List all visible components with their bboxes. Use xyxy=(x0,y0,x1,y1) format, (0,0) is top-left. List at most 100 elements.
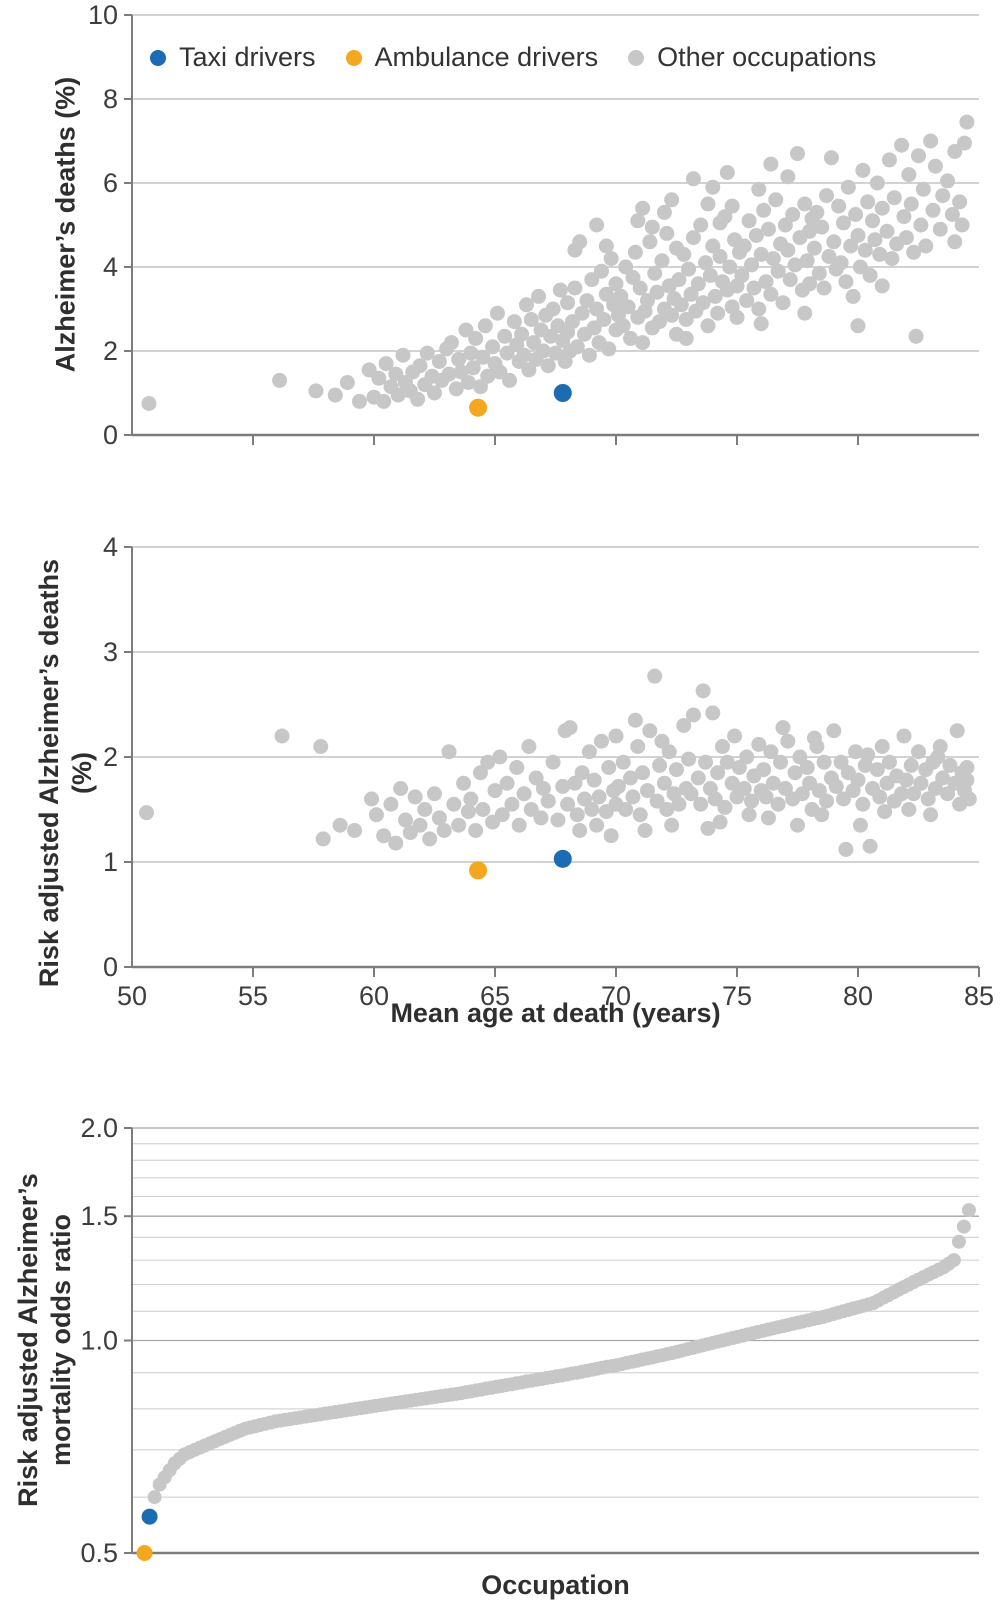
data-point xyxy=(869,175,885,191)
data-point xyxy=(460,804,476,820)
data-point xyxy=(758,789,774,805)
data-point xyxy=(601,760,617,775)
y-tick-label: 0 xyxy=(103,420,118,450)
data-point xyxy=(458,322,474,338)
data-point xyxy=(894,137,910,153)
y-tick-label: 6 xyxy=(103,168,118,198)
data-point xyxy=(523,312,539,327)
data-point xyxy=(758,274,774,290)
y-tick-label: 1.0 xyxy=(80,1326,118,1356)
data-point xyxy=(332,817,348,833)
data-point xyxy=(577,791,593,807)
data-point xyxy=(763,744,779,760)
data-point xyxy=(911,744,926,760)
data-point xyxy=(659,225,675,241)
data-point xyxy=(780,733,796,749)
data-point xyxy=(862,267,878,283)
series-other-occupations xyxy=(141,114,975,411)
data-point xyxy=(487,783,503,799)
data-point xyxy=(647,668,663,684)
data-point xyxy=(797,196,813,212)
data-point xyxy=(940,173,956,189)
data-point xyxy=(746,280,762,296)
data-point xyxy=(848,744,864,760)
data-point xyxy=(884,251,900,267)
y-axis-label-bottom-chart: Risk adjusted Alzheimer’s mortality odds… xyxy=(12,1115,78,1565)
data-point xyxy=(751,736,767,752)
data-point xyxy=(664,817,680,833)
data-point xyxy=(581,347,597,363)
series-taxi-drivers xyxy=(553,384,572,402)
data-point xyxy=(637,823,653,838)
data-point xyxy=(625,270,641,285)
data-point xyxy=(809,204,825,220)
data-point xyxy=(702,267,718,283)
legend-item: Taxi drivers xyxy=(150,42,316,73)
x-tick-label: 85 xyxy=(964,981,994,1011)
data-point xyxy=(695,295,711,311)
data-point xyxy=(469,398,488,417)
data-point xyxy=(511,817,527,833)
data-point xyxy=(468,330,484,346)
data-point xyxy=(635,200,651,216)
data-point xyxy=(833,255,849,271)
data-point xyxy=(589,301,605,317)
data-point xyxy=(946,1253,961,1268)
data-point xyxy=(521,739,537,754)
data-point xyxy=(707,288,723,304)
data-point xyxy=(826,723,842,739)
data-point xyxy=(644,219,660,235)
data-point xyxy=(685,707,701,723)
data-point xyxy=(874,739,890,754)
data-point xyxy=(475,802,491,817)
data-point xyxy=(935,770,951,786)
data-point xyxy=(603,251,619,267)
data-point xyxy=(395,347,411,363)
chart-2: 50 55 60 65 70 75 80 85 0 1 2 3 4 xyxy=(103,532,994,1011)
y-tick-label: 8 xyxy=(103,84,118,114)
x-tick-label: 70 xyxy=(601,981,631,1011)
data-point xyxy=(347,823,363,838)
data-point xyxy=(744,257,760,273)
data-point xyxy=(460,375,476,390)
data-point xyxy=(840,179,856,195)
data-point xyxy=(683,286,699,302)
data-point xyxy=(499,345,515,361)
data-point xyxy=(378,356,394,372)
data-point xyxy=(751,181,767,197)
data-point xyxy=(865,213,881,229)
data-point xyxy=(654,253,670,269)
data-point xyxy=(528,770,544,786)
data-point xyxy=(683,786,699,802)
data-point xyxy=(608,276,624,292)
data-point xyxy=(516,786,532,802)
legend-dot-icon xyxy=(628,49,645,66)
data-point xyxy=(535,781,551,796)
data-point xyxy=(698,754,714,770)
data-point xyxy=(669,762,684,778)
y-tick-label: 4 xyxy=(103,532,118,562)
data-point xyxy=(560,295,576,311)
data-point xyxy=(908,328,924,344)
data-point xyxy=(598,286,614,302)
data-point xyxy=(903,757,919,773)
data-point xyxy=(777,217,793,233)
data-point xyxy=(748,228,764,243)
data-point xyxy=(850,228,866,243)
data-point xyxy=(664,192,680,208)
data-point xyxy=(855,162,871,178)
data-point xyxy=(632,280,648,296)
data-point xyxy=(371,370,387,386)
data-point xyxy=(678,312,694,327)
data-point xyxy=(712,814,728,830)
data-point xyxy=(671,796,687,812)
data-point xyxy=(550,812,566,828)
data-point xyxy=(526,335,542,351)
x-tick-label: 60 xyxy=(359,981,389,1011)
data-point xyxy=(339,375,355,390)
y-tick-label: 0.5 xyxy=(80,1538,118,1568)
data-point xyxy=(693,796,709,812)
data-point xyxy=(700,820,716,836)
legend-label: Other occupations xyxy=(657,42,877,72)
